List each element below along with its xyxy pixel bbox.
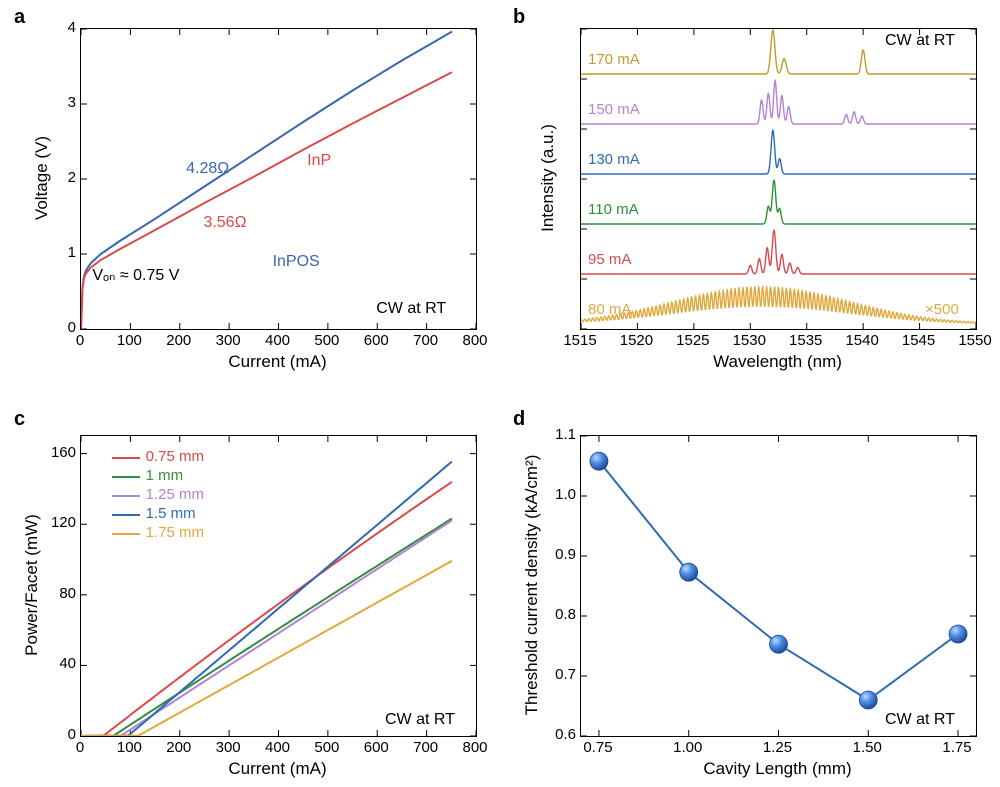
panel-c-legend-label: 0.75 mm xyxy=(146,448,204,465)
panel-a-annot-inpos: InPOS xyxy=(273,253,320,271)
panel-a-xtick: 600 xyxy=(361,332,391,349)
panel-a-annot-von: Vₒₙ ≈ 0.75 V xyxy=(92,265,179,285)
panel-c-cw-label: CW at RT xyxy=(385,711,455,729)
panel-b-trace-label: 80 mA xyxy=(588,301,631,318)
panel-b-xtick: 1520 xyxy=(618,332,654,349)
panel-c-xtick: 800 xyxy=(460,739,490,756)
panel-b-cw-label: CW at RT xyxy=(885,32,955,50)
panel-a-xlabel: Current (mA) xyxy=(80,352,475,372)
panel-b-xtick: 1545 xyxy=(901,332,937,349)
panel-d-ytick: 0.7 xyxy=(542,666,576,683)
panel-c-legend-swatch xyxy=(112,533,140,535)
panel-a-xtick: 500 xyxy=(312,332,342,349)
panel-b-xtick: 1540 xyxy=(844,332,880,349)
panel-a-annot-cw: CW at RT xyxy=(376,300,446,318)
panel-b-xtick: 1535 xyxy=(788,332,824,349)
panel-c-xtick: 300 xyxy=(213,739,243,756)
panel-a-ylabel: Voltage (V) xyxy=(32,28,52,328)
panel-d-ytick: 0.9 xyxy=(542,546,576,563)
panel-c-ytick: 40 xyxy=(42,655,76,672)
panel-c-legend-label: 1 mm xyxy=(146,467,184,484)
panel-c-legend-label: 1.25 mm xyxy=(146,486,204,503)
panel-d-ytick: 0.6 xyxy=(542,726,576,743)
panel-a-xtick: 800 xyxy=(460,332,490,349)
panel-a-label: a xyxy=(14,6,25,29)
panel-c-xtick: 200 xyxy=(164,739,194,756)
panel-a-annot-r1: 4.28Ω xyxy=(186,160,229,178)
panel-b-trace-label: 110 mA xyxy=(588,201,639,218)
panel-c-legend-swatch xyxy=(112,457,140,459)
panel-a-annot-r2: 3.56Ω xyxy=(203,214,246,232)
panel-a-xtick: 300 xyxy=(213,332,243,349)
panel-b-xtick: 1515 xyxy=(562,332,598,349)
panel-d-xlabel: Cavity Length (mm) xyxy=(580,759,975,779)
panel-c-xtick: 400 xyxy=(263,739,293,756)
panel-b-xtick: 1525 xyxy=(675,332,711,349)
panel-d-cw-label: CW at RT xyxy=(885,711,955,729)
panel-d-xtick: 1.00 xyxy=(670,739,706,756)
panel-c-xtick: 500 xyxy=(312,739,342,756)
panel-b-xlabel: Wavelength (nm) xyxy=(580,352,975,372)
panel-b-trace-label: 150 mA xyxy=(588,101,640,118)
panel-a-xtick: 100 xyxy=(114,332,144,349)
panel-a-ytick: 0 xyxy=(52,319,76,336)
panel-c-ytick: 0 xyxy=(42,726,76,743)
panel-c-xlabel: Current (mA) xyxy=(80,759,475,779)
panel-d-ytick: 1.0 xyxy=(542,486,576,503)
panel-c-label: c xyxy=(14,408,25,431)
panel-c-legend-swatch xyxy=(112,514,140,516)
panel-b-label: b xyxy=(513,6,525,29)
panel-b-xtick: 1550 xyxy=(957,332,993,349)
panel-d-ytick: 0.8 xyxy=(542,606,576,623)
panel-c-ytick: 120 xyxy=(42,514,76,531)
panel-a-annot-inp: InP xyxy=(307,152,331,170)
panel-a-ytick: 2 xyxy=(52,169,76,186)
panel-d-xtick: 1.75 xyxy=(939,739,975,756)
panel-c-legend-swatch xyxy=(112,476,140,478)
panel-c-ytick: 160 xyxy=(42,444,76,461)
panel-b-ylabel: Intensity (a.u.) xyxy=(538,28,558,328)
panel-d-xtick: 0.75 xyxy=(580,739,616,756)
panel-b-trace-label: 95 mA xyxy=(588,251,631,268)
panel-c-legend-label: 1.75 mm xyxy=(146,524,204,541)
panel-c-plot xyxy=(80,435,477,737)
panel-a-ytick: 4 xyxy=(52,19,76,36)
panel-d-xtick: 1.25 xyxy=(760,739,796,756)
panel-c-xtick: 100 xyxy=(114,739,144,756)
panel-c-legend-label: 1.5 mm xyxy=(146,505,196,522)
panel-c-xtick: 600 xyxy=(361,739,391,756)
panel-c-ytick: 80 xyxy=(42,585,76,602)
panel-a-xtick: 700 xyxy=(411,332,441,349)
panel-c-legend-swatch xyxy=(112,495,140,497)
panel-a-xtick: 200 xyxy=(164,332,194,349)
panel-d-ylabel: Threshold current density (kA/cm²) xyxy=(522,435,542,735)
panel-d-xtick: 1.50 xyxy=(849,739,885,756)
panel-c-xtick: 700 xyxy=(411,739,441,756)
figure-root: a b c d 0 100 200 300 400 500 600 700 800 0 1 2 3 4 Cu… xyxy=(0,0,1000,787)
panel-b-mult-label: ×500 xyxy=(925,301,959,318)
panel-b-trace-label: 170 mA xyxy=(588,51,640,68)
panel-b-trace-label: 130 mA xyxy=(588,151,640,168)
panel-d-label: d xyxy=(513,408,525,431)
panel-a-ytick: 3 xyxy=(52,94,76,111)
panel-d-plot xyxy=(580,435,977,737)
panel-d-ytick: 1.1 xyxy=(542,426,576,443)
panel-c-ylabel: Power/Facet (mW) xyxy=(22,435,42,735)
panel-b-plot xyxy=(580,28,977,330)
panel-a-xtick: 400 xyxy=(263,332,293,349)
panel-b-xtick: 1530 xyxy=(731,332,767,349)
panel-a-ytick: 1 xyxy=(52,244,76,261)
